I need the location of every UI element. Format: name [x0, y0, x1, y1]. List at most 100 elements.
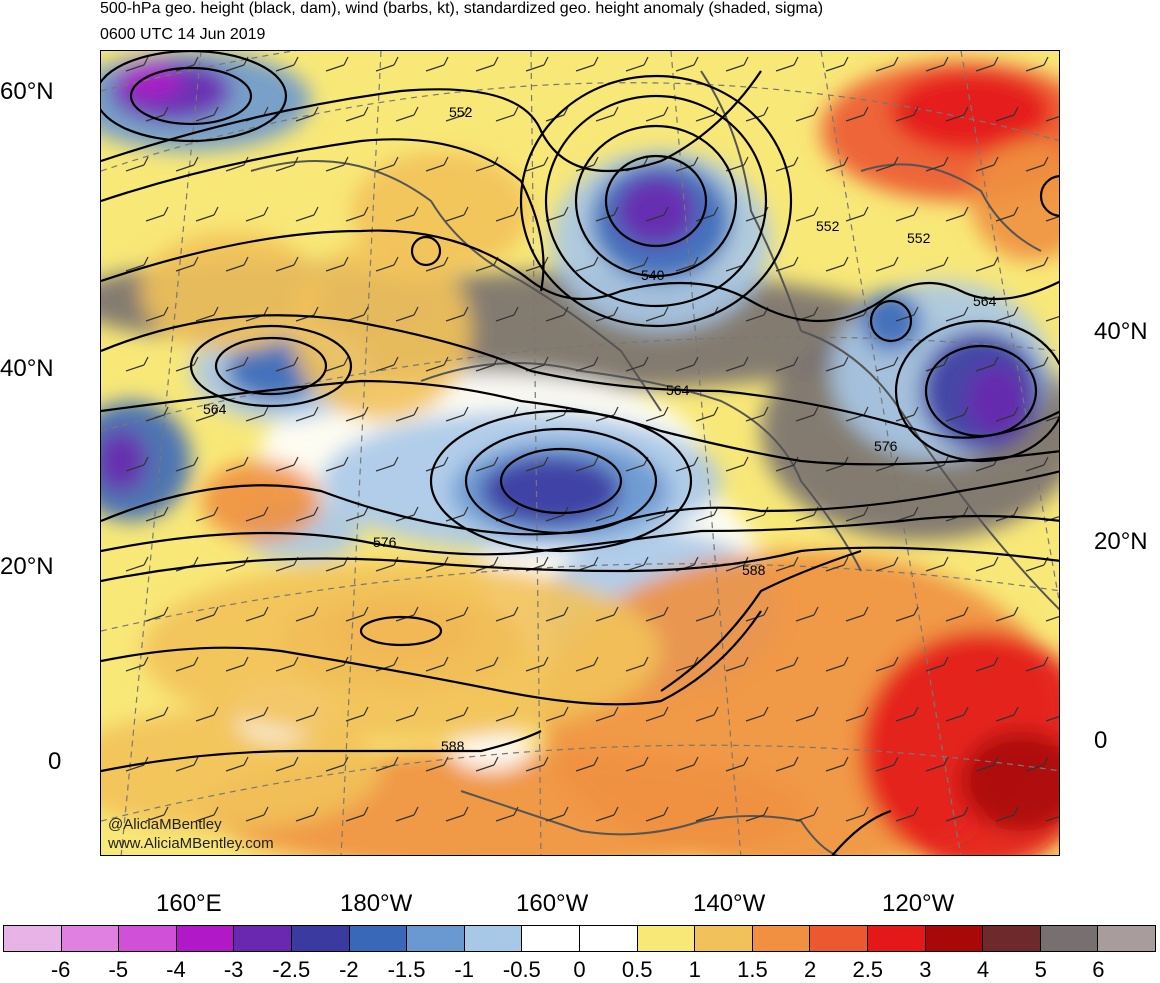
wind-barb [1045, 316, 1059, 322]
colorbar [3, 925, 1156, 952]
wind-barb [395, 806, 419, 822]
wind-barb [375, 456, 399, 472]
anomaly-blob [101, 711, 381, 831]
wind-barb [775, 756, 799, 772]
lon-label-140w: 140°W [693, 890, 766, 917]
wind-barb [975, 756, 999, 772]
wind-barb [545, 606, 569, 622]
wind-barb [845, 206, 869, 222]
anomaly-blob [481, 456, 621, 526]
wind-barb [275, 456, 299, 472]
wind-barb [375, 356, 399, 372]
wind-barb [725, 756, 749, 772]
wind-barb [945, 406, 969, 422]
wind-barb [495, 106, 519, 122]
wind-barb [425, 456, 449, 472]
wind-barb [295, 106, 319, 122]
colorbar-swatch [176, 926, 235, 951]
contour-label: 564 [203, 401, 227, 417]
wind-barb [725, 56, 749, 72]
contour-label: 552 [907, 230, 931, 246]
wind-barb [595, 506, 619, 522]
wind-barb [845, 506, 869, 522]
height-contour [214, 336, 328, 396]
wind-barb [1045, 616, 1059, 622]
wind-barb [895, 206, 919, 222]
wind-barb [245, 806, 269, 822]
wind-barb [875, 56, 899, 72]
wind-barb [695, 406, 719, 422]
height-contours [101, 51, 1059, 855]
wind-barb [975, 56, 999, 72]
height-contour [410, 235, 442, 267]
wind-barb [845, 606, 869, 622]
wind-barb [225, 456, 249, 472]
wind-barb [375, 56, 399, 72]
wind-barb [1025, 456, 1049, 472]
height-contour [101, 546, 1059, 583]
wind-barb [1025, 156, 1049, 172]
wind-barb [1025, 256, 1049, 272]
height-contour [189, 324, 353, 408]
wind-barb [595, 606, 619, 622]
wind-barb [345, 406, 369, 422]
wind-barb [545, 306, 569, 322]
coastline [420, 362, 862, 572]
wind-barb [425, 356, 449, 372]
wind-barb [675, 56, 699, 72]
graticule-line [101, 563, 1059, 632]
contour-label: 564 [666, 382, 690, 398]
wind-barb [825, 156, 849, 172]
lat-label-60n: 60°N [0, 78, 54, 105]
colorbar-label: -1.5 [387, 957, 426, 982]
colorbar-swatch [291, 926, 350, 951]
wind-barb [825, 656, 849, 672]
wind-barb [525, 156, 549, 172]
height-contour [429, 409, 693, 553]
colorbar-label: -2.5 [272, 957, 311, 982]
wind-barb [325, 456, 349, 472]
wind-barb [545, 206, 569, 222]
wind-barb [475, 656, 499, 672]
wind-barb [675, 756, 699, 772]
wind-barb [195, 706, 219, 722]
wind-barb [995, 206, 1019, 222]
wind-barb [245, 706, 269, 722]
contour-label: 540 [641, 267, 665, 283]
wind-barb [695, 606, 719, 622]
wind-barb [425, 256, 449, 272]
wind-barb [295, 706, 319, 722]
wind-barb [645, 106, 669, 122]
wind-barb [895, 706, 919, 722]
wind-barb [145, 306, 169, 322]
colorbar-label: -0.5 [502, 957, 541, 982]
wind-barb [275, 756, 299, 772]
wind-barb [1045, 816, 1059, 822]
contour-label: 552 [449, 104, 473, 120]
colorbar-label: 0.5 [621, 957, 653, 982]
colorbar-swatch [61, 926, 120, 951]
wind-barb [445, 106, 469, 122]
anomaly-blob [141, 231, 321, 351]
wind-barb [625, 56, 649, 72]
wind-barb [625, 756, 649, 772]
wind-barb [695, 706, 719, 722]
height-contour [894, 319, 1059, 463]
wind-barb [775, 256, 799, 272]
wind-barb [495, 306, 519, 322]
wind-barb [495, 206, 519, 222]
wind-barb [775, 656, 799, 672]
height-contour [101, 514, 1059, 556]
contour-label: 564 [973, 293, 997, 309]
graticule-line [101, 51, 1059, 92]
graticule-line [960, 51, 1059, 604]
wind-barb [725, 456, 749, 472]
wind-barb [375, 756, 399, 772]
wind-barb [875, 356, 899, 372]
colorbar-swatch [522, 926, 580, 951]
wind-barb [325, 356, 349, 372]
height-contour [101, 229, 1059, 322]
height-contour [519, 74, 793, 328]
wind-barb [845, 806, 869, 822]
wind-barb [425, 756, 449, 772]
